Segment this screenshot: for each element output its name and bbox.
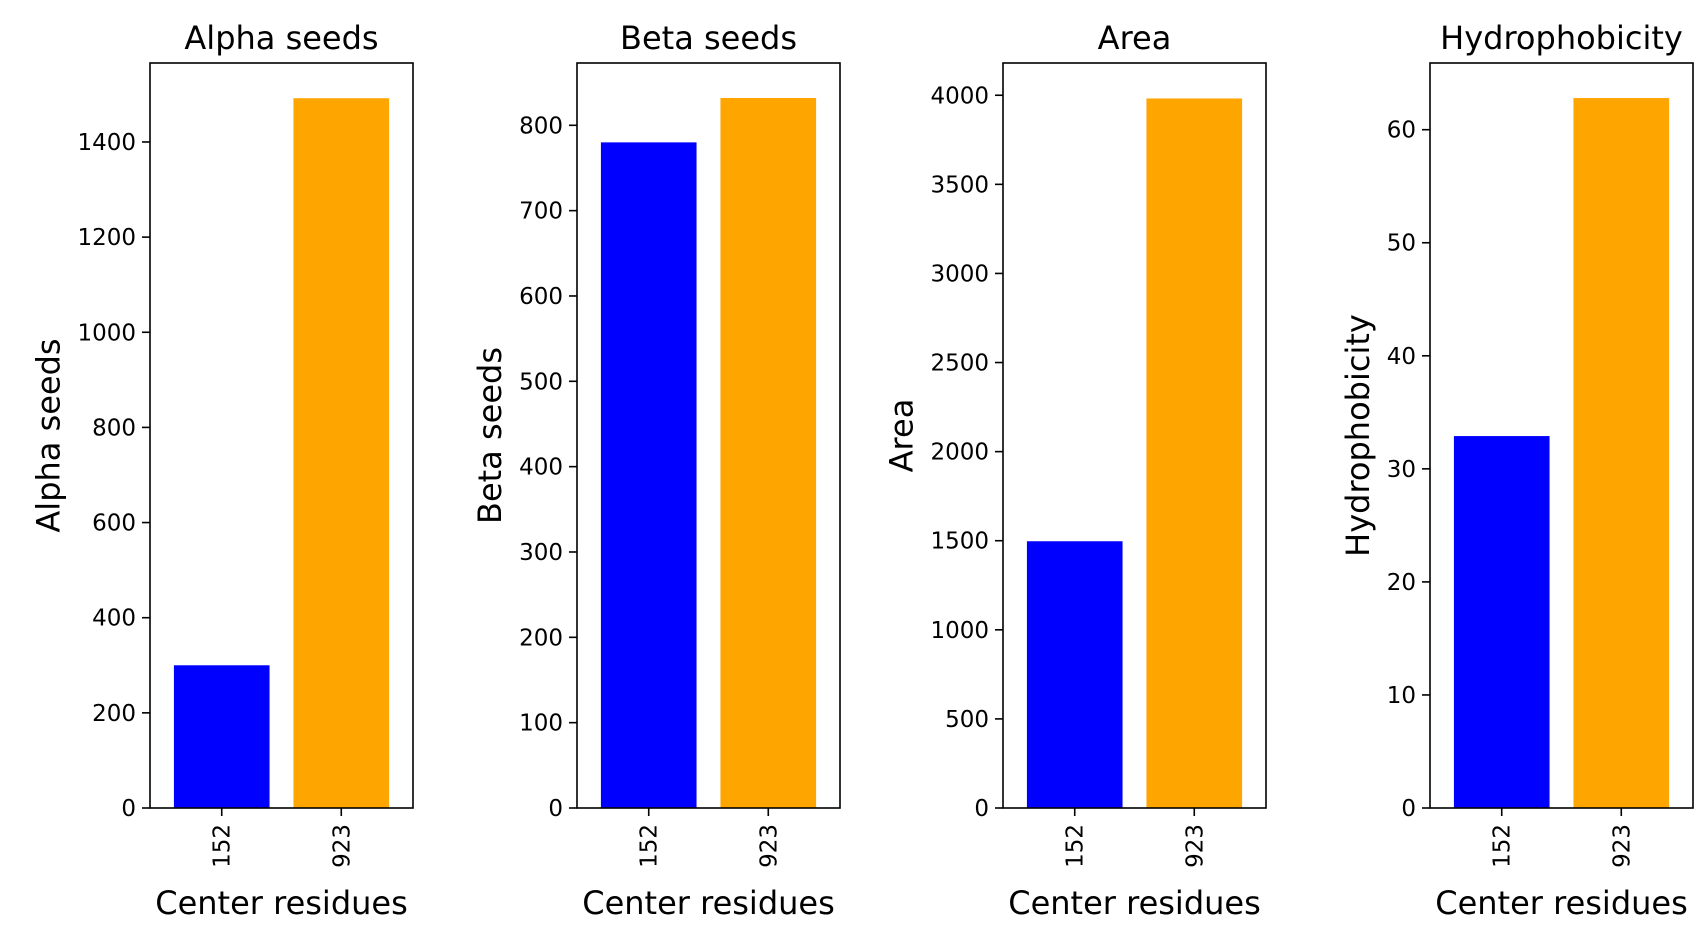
chart-title: Area	[1098, 19, 1172, 57]
y-tick-label: 3500	[930, 172, 989, 198]
y-tick-label: 10	[1387, 683, 1416, 709]
y-tick-label: 2500	[930, 351, 989, 377]
y-tick-label: 400	[92, 606, 136, 632]
x-axis-label: Center residues	[1008, 884, 1261, 922]
y-tick-label: 800	[519, 113, 563, 139]
x-tick-label: 152	[210, 824, 236, 868]
y-tick-label: 300	[519, 540, 563, 566]
y-tick-label: 0	[548, 796, 563, 822]
chart-panel-1: 152 923 0 200 400 600 800 1000 1200 1400 Alpha see…	[30, 19, 414, 922]
y-tick-label: 500	[519, 369, 563, 395]
y-tick-label: 1200	[77, 225, 136, 251]
x-tick-label: 152	[637, 824, 663, 868]
y-axis-label: Hydrophobicity	[1339, 314, 1377, 557]
y-tick-label: 60	[1387, 118, 1416, 144]
y-tick-label: 600	[519, 284, 563, 310]
y-tick-label: 800	[92, 415, 136, 441]
y-tick-label: 1400	[77, 130, 136, 156]
y-tick-label: 1500	[930, 529, 989, 555]
chart-panel-2: 152 923 0 100 200 300 400 500 600 700 800 Beta seed…	[471, 19, 841, 922]
y-tick-label: 700	[519, 199, 563, 225]
chart-title: Hydrophobicity	[1440, 19, 1683, 57]
axes-frame	[1429, 62, 1694, 809]
y-tick-label: 1000	[77, 320, 136, 346]
axes-frame	[1002, 62, 1267, 809]
y-tick-label: 40	[1387, 344, 1416, 370]
y-tick-label: 2000	[930, 440, 989, 466]
y-axis-label: Alpha seeds	[30, 338, 68, 532]
y-tick-label: 50	[1387, 231, 1416, 257]
y-tick-label: 0	[974, 796, 989, 822]
y-tick-label: 0	[121, 796, 136, 822]
y-tick-label: 30	[1387, 457, 1416, 483]
x-axis-label: Center residues	[582, 884, 835, 922]
y-tick-label: 600	[92, 511, 136, 537]
chart-panel-3: 152 923 0 500 1000 1500 2000 2500 3000 3500 4000 Ar…	[883, 19, 1267, 922]
axes-frame	[576, 62, 841, 809]
bar-152	[600, 142, 697, 808]
bar-152	[1026, 541, 1123, 808]
y-tick-label: 0	[1401, 796, 1416, 822]
bar-923	[1146, 98, 1243, 808]
x-tick-label: 152	[1490, 824, 1516, 868]
bar-923	[720, 97, 817, 809]
chart-title: Beta seeds	[620, 19, 797, 57]
x-axis-label: Center residues	[1435, 884, 1688, 922]
y-tick-label: 3000	[930, 261, 989, 287]
x-tick-label: 923	[756, 824, 782, 868]
x-tick-label: 923	[1182, 824, 1208, 868]
bar-923	[293, 98, 390, 808]
y-tick-label: 4000	[930, 83, 989, 109]
y-tick-label: 100	[519, 711, 563, 737]
x-axis-label: Center residues	[155, 884, 408, 922]
y-tick-label: 200	[519, 625, 563, 651]
y-axis-label: Area	[883, 399, 921, 473]
y-tick-label: 400	[519, 455, 563, 481]
bar-923	[1573, 98, 1670, 808]
y-tick-label: 500	[945, 707, 989, 733]
bar-152	[1453, 436, 1550, 808]
y-tick-label: 1000	[930, 618, 989, 644]
bar-152	[173, 665, 270, 808]
chart-panel-4: 152 923 0 10 20 30 40 50 60 Hydrophobicity Center …	[1339, 19, 1694, 922]
x-tick-label: 923	[329, 824, 355, 868]
y-axis-label: Beta seeds	[471, 347, 509, 524]
x-tick-label: 923	[1609, 824, 1635, 868]
y-tick-label: 200	[92, 701, 136, 727]
chart-title: Alpha seeds	[184, 19, 378, 57]
x-tick-label: 152	[1063, 824, 1089, 868]
axes-frame	[149, 62, 414, 809]
y-tick-label: 20	[1387, 570, 1416, 596]
